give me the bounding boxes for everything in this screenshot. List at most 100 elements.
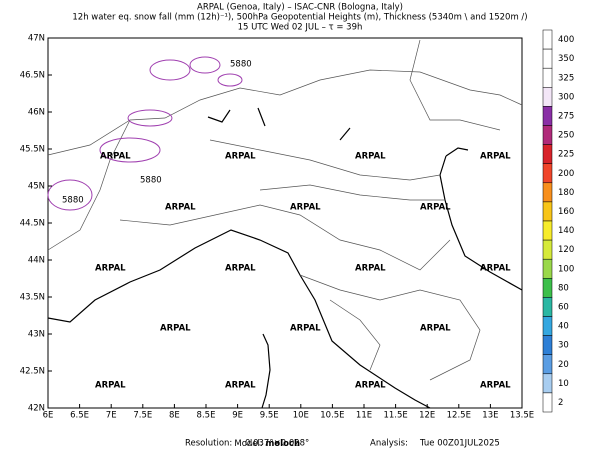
colorbar-box bbox=[542, 182, 553, 203]
colorbar-box bbox=[542, 392, 553, 413]
watermark: ARPAL bbox=[225, 381, 256, 391]
watermark: ARPAL bbox=[225, 152, 256, 162]
watermark: ARPAL bbox=[165, 203, 196, 213]
colorbar-box bbox=[542, 29, 553, 50]
colorbar-box bbox=[542, 87, 553, 107]
analysis: Tue 00Z01JUL2025 bbox=[419, 439, 500, 449]
lon-label: 7E bbox=[106, 411, 117, 421]
lon-label: 6.5E bbox=[70, 411, 89, 421]
colorbar-box bbox=[542, 67, 553, 88]
colorbar-label: 250 bbox=[558, 131, 574, 141]
lon-label: 11.5E bbox=[383, 411, 407, 421]
colorbar-box bbox=[542, 297, 553, 317]
lat-label: 42.5N bbox=[20, 367, 45, 377]
lon-label: 8E bbox=[169, 411, 180, 421]
lat-label: 44N bbox=[28, 256, 45, 266]
lon-label: 10E bbox=[293, 411, 309, 421]
title: 15 UTC Wed 02 JUL – τ = 39h bbox=[238, 23, 363, 33]
colorbar-box bbox=[542, 354, 553, 375]
contours bbox=[47, 56, 243, 211]
title: ARPAL (Genoa, Italy) – ISAC-CNR (Bologna… bbox=[197, 3, 403, 13]
colorbar-box bbox=[542, 125, 553, 145]
watermark: ARPAL bbox=[420, 203, 451, 213]
contour-label: 5880 bbox=[62, 196, 84, 206]
lat-label: 42N bbox=[28, 404, 45, 414]
watermark: ARPAL bbox=[290, 324, 321, 334]
watermark: ARPAL bbox=[355, 381, 386, 391]
colorbar-label: 140 bbox=[558, 226, 574, 236]
watermark: ARPAL bbox=[355, 152, 386, 162]
watermark: ARPAL bbox=[95, 264, 126, 274]
watermark: ARPAL bbox=[160, 324, 191, 334]
model: moloch bbox=[265, 439, 300, 449]
lat-label: 46.5N bbox=[20, 71, 45, 81]
watermark: ARPAL bbox=[225, 264, 256, 274]
colorbar-label: 300 bbox=[558, 92, 574, 102]
model-label: Model: bbox=[234, 439, 262, 449]
lon-label: 10.5E bbox=[320, 411, 344, 421]
colorbar-label: 10 bbox=[558, 379, 569, 389]
resolution: 0.037°×0.028° bbox=[245, 439, 309, 449]
colorbar-label: 20 bbox=[558, 360, 569, 370]
lon-label: 9E bbox=[232, 411, 243, 421]
lon-label: 9.5E bbox=[260, 411, 279, 421]
colorbar-box bbox=[542, 163, 553, 184]
lat-label: 43.5N bbox=[20, 293, 45, 303]
colorbar-label: 275 bbox=[558, 111, 574, 121]
watermark: ARPAL bbox=[420, 324, 451, 334]
colorbar-label: 2 bbox=[558, 398, 563, 408]
lon-label: 8.5E bbox=[197, 411, 216, 421]
colorbar-box bbox=[542, 144, 553, 164]
colorbar-label: 30 bbox=[558, 341, 569, 351]
lat-label: 44.5N bbox=[20, 219, 45, 229]
colorbar-box bbox=[542, 48, 553, 69]
colorbar-label: 60 bbox=[558, 302, 569, 312]
resolution-label: Resolution: bbox=[185, 439, 232, 449]
map-frame bbox=[47, 37, 523, 409]
colorbar-box bbox=[542, 258, 553, 279]
lon-label: 6E bbox=[43, 411, 54, 421]
lat-label: 47N bbox=[28, 34, 45, 44]
lat-label: 43N bbox=[28, 330, 45, 340]
colorbar-box bbox=[542, 373, 553, 394]
lon-label: 12E bbox=[419, 411, 435, 421]
map-lines bbox=[47, 39, 523, 409]
watermark: ARPAL bbox=[480, 264, 511, 274]
watermark: ARPAL bbox=[480, 381, 511, 391]
colorbar-label: 225 bbox=[558, 150, 574, 160]
colorbar-label: 200 bbox=[558, 169, 574, 179]
colorbar-box bbox=[542, 201, 553, 222]
colorbar-label: 80 bbox=[558, 283, 569, 293]
contour-label: 5880 bbox=[140, 176, 162, 186]
lat-label: 45N bbox=[28, 182, 45, 192]
colorbar-label: 180 bbox=[558, 188, 574, 198]
contour-label: 5880 bbox=[230, 60, 252, 70]
colorbar-label: 350 bbox=[558, 54, 574, 64]
colorbar-box bbox=[542, 335, 553, 355]
title: 12h water eq. snow fall (mm (12h)⁻¹), 50… bbox=[72, 13, 527, 23]
watermark: ARPAL bbox=[355, 264, 386, 274]
watermark: ARPAL bbox=[100, 152, 131, 162]
watermark: ARPAL bbox=[480, 152, 511, 162]
colorbar-label: 100 bbox=[558, 264, 574, 274]
colorbar-label: 120 bbox=[558, 245, 574, 255]
footer-label: Model: moloch bbox=[234, 439, 300, 449]
colorbar-box bbox=[542, 220, 553, 241]
lat-label: 45.5N bbox=[20, 145, 45, 155]
lat-label: 46N bbox=[28, 108, 45, 118]
colorbar-label: 400 bbox=[558, 35, 574, 45]
lon-label: 12.5E bbox=[447, 411, 471, 421]
colorbar-label: 160 bbox=[558, 207, 574, 217]
colorbar-label: 325 bbox=[558, 73, 574, 83]
watermark: ARPAL bbox=[95, 381, 126, 391]
colorbar-box bbox=[542, 239, 553, 260]
lon-label: 13E bbox=[482, 411, 498, 421]
lon-label: 7.5E bbox=[133, 411, 152, 421]
lon-label: 11E bbox=[356, 411, 372, 421]
colorbar-box bbox=[542, 278, 553, 298]
colorbar-box bbox=[542, 106, 553, 126]
colorbar-box bbox=[542, 316, 553, 336]
watermark: ARPAL bbox=[290, 203, 321, 213]
colorbar-label: 40 bbox=[558, 322, 569, 332]
